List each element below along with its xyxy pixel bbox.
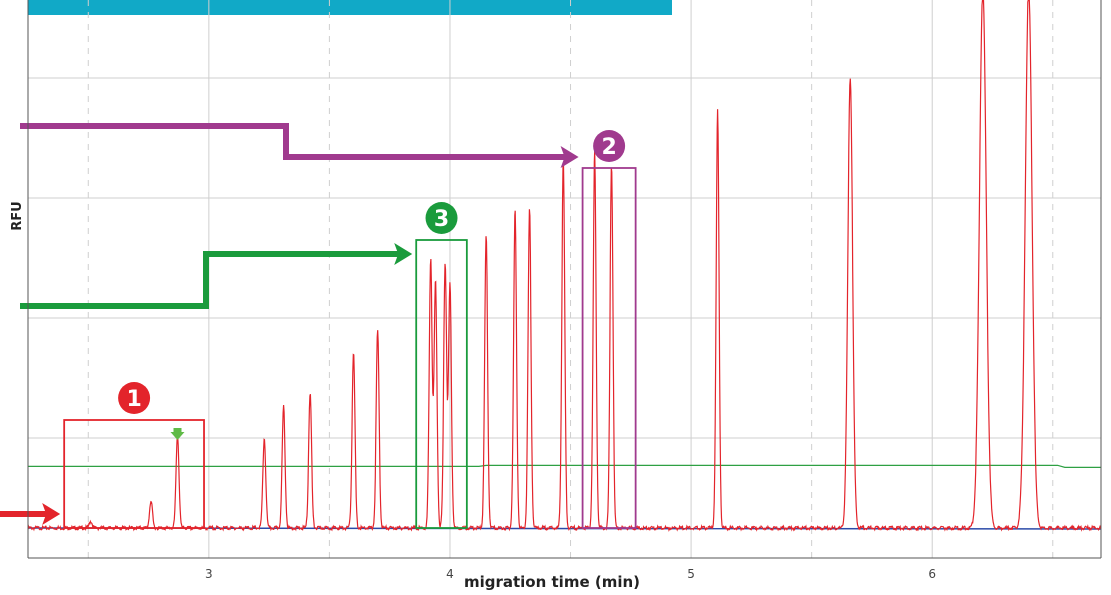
annotation-number-1: 1 xyxy=(126,387,141,412)
annotation-badge-2 xyxy=(593,130,626,162)
annotation-number-2: 2 xyxy=(601,135,616,160)
annotation-badge-1 xyxy=(118,382,151,414)
x-tick-label: 3 xyxy=(205,567,213,581)
x-tick-label: 6 xyxy=(928,567,936,581)
axes xyxy=(27,0,1102,559)
traces xyxy=(27,0,1102,532)
x-tick-labels: 3 4 5 6 xyxy=(205,567,936,581)
x-tick-label: 5 xyxy=(687,567,695,581)
x-tick-label: 4 xyxy=(446,567,454,581)
annotation-box-1 xyxy=(63,419,205,529)
peak-marker-icon xyxy=(170,428,185,440)
arrow-to-box-1-head xyxy=(42,503,61,525)
annotation-number-3: 3 xyxy=(434,207,449,232)
annotation-badge-3 xyxy=(425,202,458,234)
threshold-line xyxy=(28,464,1101,468)
title-banner xyxy=(28,0,672,15)
annotations: 1 2 3 xyxy=(0,123,637,529)
arrow-to-box-3 xyxy=(20,251,403,309)
arrow-to-box-2 xyxy=(20,123,569,160)
arrow-to-box-2-head xyxy=(560,146,579,168)
signal-trace xyxy=(27,0,1102,532)
annotation-box-2 xyxy=(581,167,637,529)
annotation-box-3 xyxy=(415,239,468,529)
arrow-to-box-3-head xyxy=(394,243,413,265)
y-axis-title: RFU xyxy=(10,201,25,230)
x-axis-title: migration time (min) xyxy=(464,573,640,591)
